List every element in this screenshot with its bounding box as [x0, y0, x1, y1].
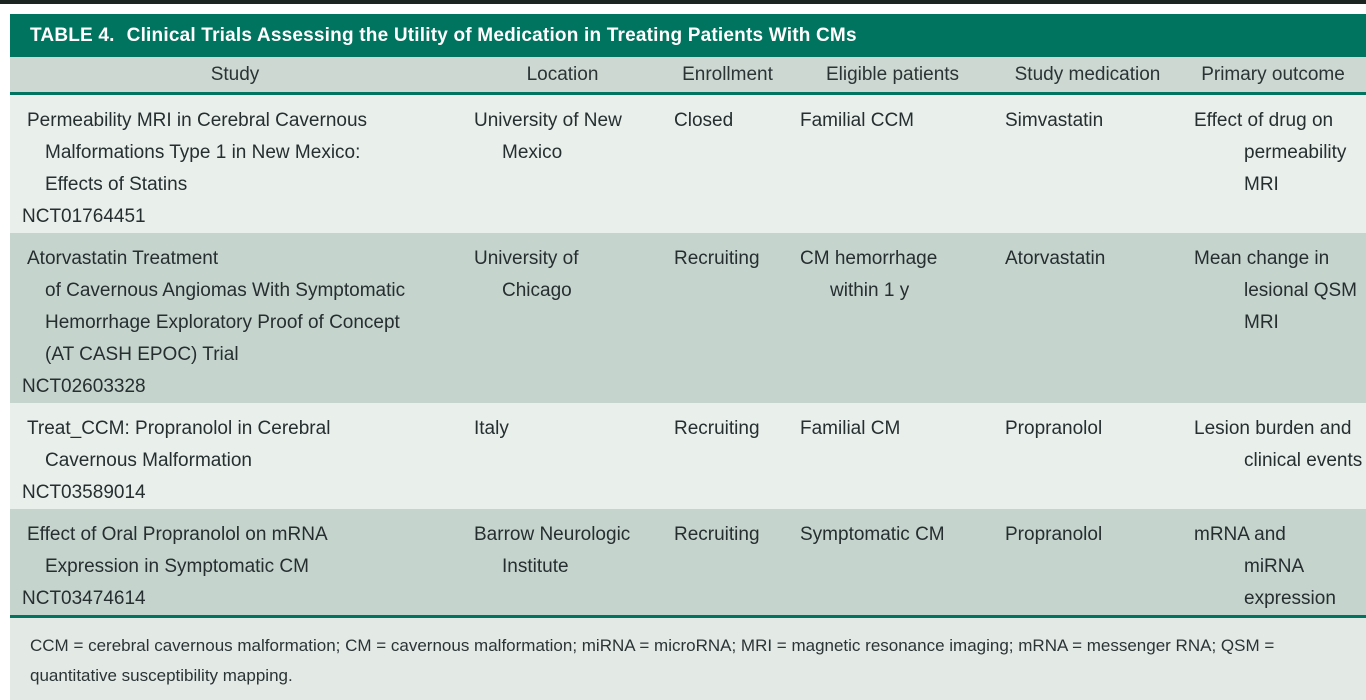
- outcome-line: Effect of drug on: [1194, 110, 1334, 131]
- enrollment-cell: Closed: [674, 110, 734, 131]
- outcome-line: clinical events: [1244, 450, 1363, 471]
- study-title-line: of Cavernous Angiomas With Symptomatic: [45, 280, 406, 301]
- nct-id: NCT03474614: [22, 588, 146, 609]
- location-cell: Barrow Neurologic Institute: [460, 509, 665, 615]
- location-line: University of New: [474, 110, 622, 131]
- column-header-row: Study Location Enrollment Eligible patie…: [10, 57, 1366, 92]
- page-top-border: [0, 0, 1366, 4]
- location-line: University of: [474, 248, 579, 269]
- study-title-line: Expression in Symptomatic CM: [45, 556, 309, 577]
- study-medication-cell: Simvastatin: [1005, 110, 1104, 131]
- eligible-patients-cell: Familial CCM: [790, 95, 995, 233]
- outcome-line: lesional QSM: [1244, 280, 1357, 301]
- eligible-line: Familial CM: [800, 418, 901, 439]
- nct-id: NCT03589014: [22, 482, 146, 503]
- study-title-line: (AT CASH EPOC) Trial: [45, 344, 239, 365]
- page-margin: [0, 4, 1366, 14]
- study-title-line: Cavernous Malformation: [45, 450, 252, 471]
- enrollment-cell: Recruiting: [674, 248, 760, 269]
- eligible-line: Symptomatic CM: [800, 524, 945, 545]
- location-line: Barrow Neurologic: [474, 524, 631, 545]
- outcome-line: Lesion burden and: [1194, 418, 1352, 439]
- eligible-patients-cell: Symptomatic CM: [790, 509, 995, 615]
- study-cell: Treat_CCM: Propranolol in Cerebral Caver…: [10, 403, 460, 509]
- eligible-line: within 1 y: [830, 280, 910, 301]
- outcome-line: expression: [1244, 588, 1336, 609]
- location-line: Chicago: [502, 280, 572, 301]
- study-medication-cell: Propranolol: [1005, 418, 1103, 439]
- outcome-line: Mean change in: [1194, 248, 1330, 269]
- header-divider-rule: [10, 92, 1366, 95]
- table-row: Atorvastatin Treatment of Cavernous Angi…: [10, 233, 1366, 403]
- primary-outcome-cell: Mean change in lesional QSM MRI: [1180, 233, 1366, 403]
- enrollment-cell: Recruiting: [674, 524, 760, 545]
- column-header-study: Study: [210, 63, 260, 85]
- study-title-line: Permeability MRI in Cerebral Cavernous: [27, 110, 368, 131]
- eligible-patients-cell: CM hemorrhage within 1 y: [790, 233, 995, 403]
- enrollment-cell: Recruiting: [674, 418, 760, 439]
- outcome-line: mRNA and: [1194, 524, 1286, 545]
- table-row: Effect of Oral Propranolol on mRNA Expre…: [10, 509, 1366, 615]
- location-line: Italy: [474, 418, 509, 439]
- study-cell: Permeability MRI in Cerebral Cavernous M…: [10, 95, 460, 233]
- eligible-line: CM hemorrhage: [800, 248, 938, 269]
- location-cell: University of New Mexico: [460, 95, 665, 233]
- study-cell: Effect of Oral Propranolol on mRNA Expre…: [10, 509, 460, 615]
- location-line: Institute: [502, 556, 569, 577]
- study-title-line: Hemorrhage Exploratory Proof of Concept: [45, 312, 400, 333]
- study-title-line: Effect of Oral Propranolol on mRNA: [27, 524, 328, 545]
- primary-outcome-cell: Lesion burden and clinical events: [1180, 403, 1366, 509]
- outcome-line: miRNA: [1244, 556, 1305, 577]
- column-header-primary-outcome: Primary outcome: [1201, 63, 1345, 85]
- table-title-bar: TABLE 4. Clinical Trials Assessing the U…: [10, 14, 1366, 57]
- column-header-study-medication: Study medication: [1014, 63, 1161, 85]
- study-title-line: Malformations Type 1 in New Mexico:: [45, 142, 361, 163]
- table-footnote: CCM = cerebral cavernous malformation; C…: [10, 618, 1366, 700]
- location-cell: Italy: [460, 403, 665, 509]
- eligible-line: Familial CCM: [800, 110, 914, 131]
- location-line: Mexico: [502, 142, 563, 163]
- table-number-label: TABLE 4.: [30, 24, 115, 46]
- column-header-enrollment: Enrollment: [682, 63, 773, 85]
- column-header-location: Location: [526, 63, 599, 85]
- outcome-line: MRI: [1244, 312, 1279, 333]
- study-medication-cell: Atorvastatin: [1005, 248, 1106, 269]
- study-title-line: Effects of Statins: [45, 174, 188, 195]
- nct-id: NCT01764451: [22, 206, 146, 227]
- study-title-line: Atorvastatin Treatment: [27, 248, 219, 269]
- nct-id: NCT02603328: [22, 376, 146, 397]
- table-row: Permeability MRI in Cerebral Cavernous M…: [10, 95, 1366, 233]
- study-medication-cell: Propranolol: [1005, 524, 1103, 545]
- footnote-divider-rule: [10, 615, 1366, 618]
- column-header-eligible-patients: Eligible patients: [825, 63, 960, 85]
- clinical-trials-table: TABLE 4. Clinical Trials Assessing the U…: [10, 14, 1366, 700]
- eligible-patients-cell: Familial CM: [790, 403, 995, 509]
- table-row: Treat_CCM: Propranolol in Cerebral Caver…: [10, 403, 1366, 509]
- primary-outcome-cell: Effect of drug on permeability MRI: [1180, 95, 1366, 233]
- outcome-line: permeability MRI: [1244, 142, 1347, 195]
- table-title: Clinical Trials Assessing the Utility of…: [126, 24, 857, 46]
- location-cell: University of Chicago: [460, 233, 665, 403]
- study-cell: Atorvastatin Treatment of Cavernous Angi…: [10, 233, 460, 403]
- primary-outcome-cell: mRNA and miRNA expression: [1180, 509, 1366, 615]
- study-title-line: Treat_CCM: Propranolol in Cerebral: [27, 418, 331, 439]
